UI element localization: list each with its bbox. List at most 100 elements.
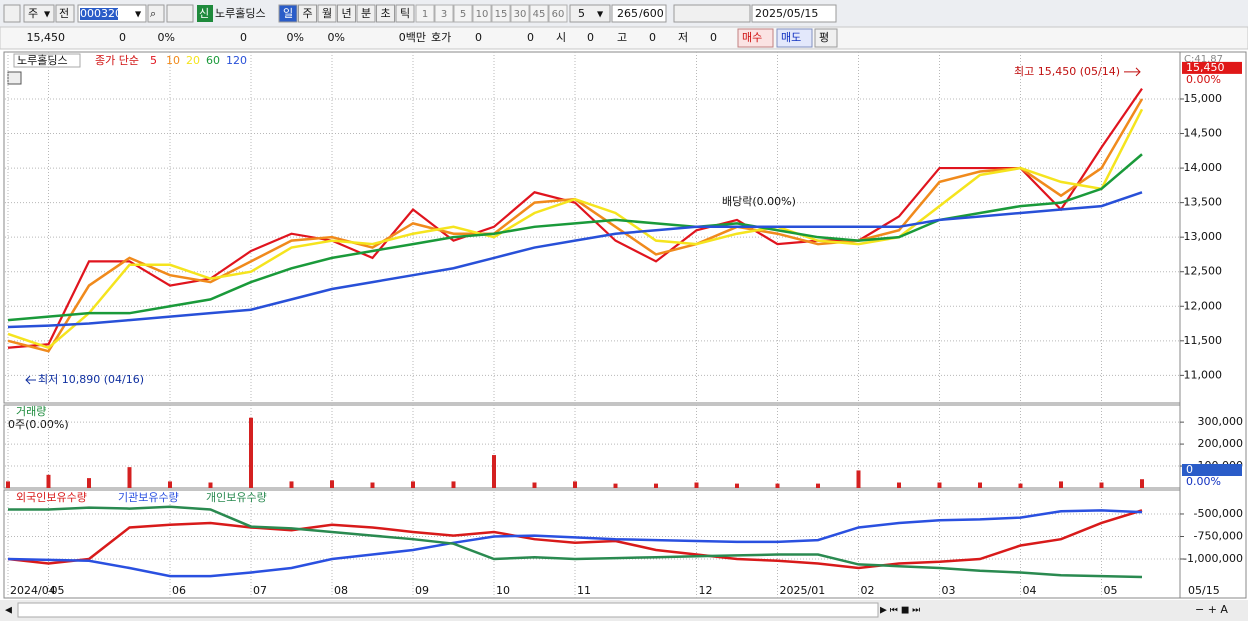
interval: 15 [495, 9, 508, 20]
period: 틱 [400, 7, 410, 20]
volume-bar [370, 482, 375, 488]
interval-button[interactable] [510, 4, 530, 23]
interval-buttons: 1 3 5 10 15 30 45 60 [415, 4, 568, 23]
legend-entry: 10 [166, 54, 180, 67]
zoom-controls[interactable]: − + A [1195, 603, 1228, 616]
price-panel [3, 51, 1181, 404]
open-label: 시 [556, 31, 566, 44]
legend-entry: 20 [186, 54, 200, 67]
date-input[interactable] [751, 4, 837, 23]
y-tick-label: 300,000 [1198, 415, 1244, 428]
table-icon[interactable] [7, 71, 22, 85]
y-tick-label: 15,000 [1184, 92, 1223, 105]
sell-button[interactable] [776, 28, 813, 48]
sound-button[interactable] [166, 4, 194, 23]
x-tick-label: 07 [253, 584, 267, 597]
y-tick-label: -1,000,000 [1183, 552, 1243, 565]
period-button[interactable] [395, 4, 415, 23]
period: 주 [302, 7, 312, 20]
bid: 0 [527, 31, 534, 44]
y-tick-label: 200,000 [1198, 437, 1244, 450]
market-select[interactable] [23, 4, 55, 23]
period-button[interactable] [298, 4, 317, 23]
x-tick-label: 12 [699, 584, 713, 597]
interval-value: 5 [578, 7, 585, 20]
playback-controls[interactable]: ▶ ⏮ ■ ⏭ [880, 606, 920, 616]
volume-bar [1059, 481, 1063, 488]
scroll-track[interactable] [17, 602, 879, 618]
volume-bar [249, 417, 253, 488]
period-button[interactable] [376, 4, 395, 23]
x-tick-label: 05 [51, 584, 65, 597]
legend-entry: 개인보유수량 [206, 491, 267, 504]
low: 0 [710, 31, 717, 44]
interval-button[interactable] [472, 4, 492, 23]
volume-bar [1099, 482, 1104, 488]
high: 0 [649, 31, 656, 44]
count-input[interactable] [611, 4, 667, 23]
legend-entry: 외국인보유수량 [16, 491, 87, 504]
last-date-label: 05/15 [1188, 584, 1220, 597]
stock-name: 노루홀딩스 [215, 7, 266, 20]
volume-bar [168, 481, 172, 488]
y-tick-label: 13,000 [1184, 230, 1223, 243]
y-tick-label: 14,500 [1184, 127, 1223, 140]
x-tick-label: 11 [577, 584, 591, 597]
tool-buttons[interactable] [673, 4, 751, 23]
volume-bar [330, 480, 334, 488]
legend-entry: 기관보유수량 [118, 491, 179, 504]
legend-entry: 5 [150, 54, 157, 67]
period-button[interactable] [337, 4, 356, 23]
prev: 전 [59, 7, 69, 20]
interval-button[interactable] [529, 4, 549, 23]
volume-bar [937, 482, 942, 488]
count: 265 [617, 7, 638, 20]
volume-bar [775, 483, 780, 488]
x-tick-label: 2024/04 [10, 584, 56, 597]
change-rate: 0% [158, 31, 175, 44]
legend-entry: 60 [206, 54, 220, 67]
volume: 0 [240, 31, 247, 44]
search-icon: ⌕ [150, 7, 156, 20]
volume-bar [897, 482, 901, 488]
current-price: 15,450 [1186, 61, 1225, 74]
x-tick-label: 02 [861, 584, 875, 597]
search-button[interactable] [147, 4, 165, 23]
legend-entry: 120 [226, 54, 247, 67]
interval-button[interactable] [453, 4, 473, 23]
interval: 45 [533, 9, 546, 20]
layout-button[interactable] [3, 4, 21, 23]
y-tick-label: 12,000 [1184, 299, 1223, 312]
volume-bar [1140, 479, 1144, 488]
volume-title: 거래량 [16, 405, 46, 418]
y-tick-label: 11,000 [1184, 368, 1223, 381]
avg-button[interactable] [814, 28, 838, 48]
count-max: /600 [639, 7, 664, 20]
buy-button[interactable] [737, 28, 774, 48]
interval-button[interactable] [548, 4, 568, 23]
period-button[interactable] [278, 4, 298, 23]
ask-label: 호가 [431, 31, 451, 44]
y-tick-label: 13,500 [1184, 196, 1223, 209]
holdings-panel [3, 489, 1181, 599]
period-button[interactable] [356, 4, 376, 23]
volume-bar [127, 467, 132, 488]
period-button[interactable] [317, 4, 337, 23]
prev-button[interactable] [55, 4, 75, 23]
new-badge: 신 [199, 7, 209, 20]
legend-title: 종가 단순 [95, 54, 139, 67]
period: 일 [283, 6, 293, 20]
high-label: 고 [617, 31, 627, 44]
y-tick-label: -750,000 [1194, 529, 1243, 542]
scroll-left[interactable]: ◀ [5, 606, 12, 616]
interval-button[interactable] [434, 4, 454, 23]
sell: 매도 [781, 31, 801, 44]
price: 15,450 [27, 31, 66, 44]
interval-button[interactable] [491, 4, 511, 23]
interval-select[interactable] [569, 4, 611, 23]
interval-button[interactable] [415, 4, 435, 23]
ask: 0 [475, 31, 482, 44]
x-tick-label: 03 [942, 584, 956, 597]
volume-bar [816, 483, 820, 488]
volume-bar [451, 481, 456, 488]
